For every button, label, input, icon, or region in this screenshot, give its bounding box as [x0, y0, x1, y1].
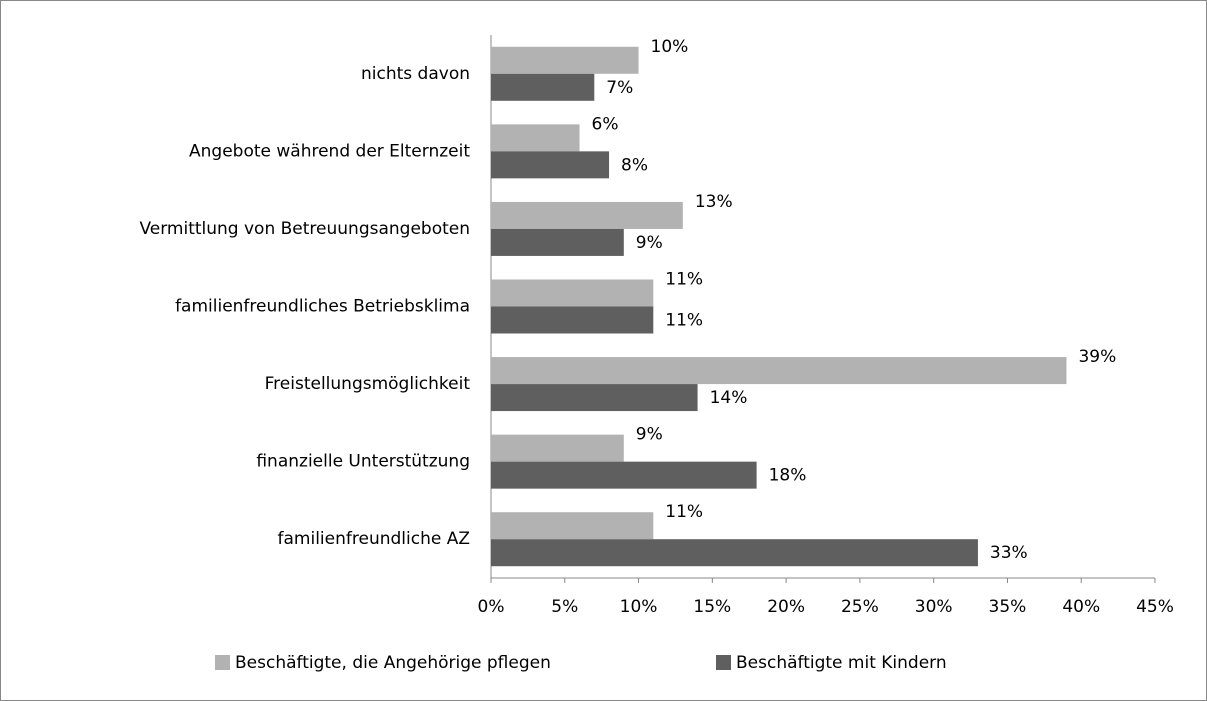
- x-tick-label: 20%: [767, 597, 805, 617]
- bar: [491, 512, 654, 540]
- legend-label: Beschäftigte, die Angehörige pflegen: [235, 653, 551, 673]
- bar: [491, 46, 639, 74]
- value-label: 33%: [990, 543, 1028, 563]
- bar: [491, 151, 610, 179]
- x-tick-label: 5%: [551, 597, 578, 617]
- value-label: 11%: [665, 311, 703, 331]
- value-label: 39%: [1078, 347, 1116, 367]
- bar: [491, 306, 654, 334]
- y-tick-label: Vermittlung von Betreuungsangeboten: [139, 219, 470, 239]
- bar: [491, 228, 624, 256]
- bar: [491, 73, 595, 101]
- y-tick-label: familienfreundliche AZ: [278, 529, 470, 549]
- y-tick-label: Freistellungsmöglichkeit: [265, 374, 471, 394]
- value-label: 9%: [636, 425, 663, 445]
- value-label: 8%: [621, 155, 648, 175]
- bar: [491, 539, 978, 567]
- value-label: 11%: [665, 270, 703, 290]
- y-tick-label: finanzielle Unterstützung: [256, 452, 470, 472]
- bar: [491, 357, 1067, 385]
- x-tick-label: 15%: [693, 597, 731, 617]
- legend-swatch: [716, 655, 731, 670]
- value-label: 6%: [592, 114, 619, 134]
- x-tick-label: 40%: [1062, 597, 1100, 617]
- bar: [491, 461, 757, 489]
- bar: [491, 124, 580, 152]
- x-tick-label: 25%: [841, 597, 879, 617]
- x-tick-label: 10%: [620, 597, 658, 617]
- bar: [491, 384, 698, 412]
- value-label: 10%: [651, 37, 689, 57]
- value-label: 18%: [769, 466, 807, 486]
- x-tick-label: 45%: [1136, 597, 1174, 617]
- value-label: 7%: [606, 78, 633, 98]
- y-tick-label: Angebote während der Elternzeit: [189, 141, 470, 161]
- bar: [491, 201, 683, 229]
- value-label: 13%: [695, 192, 733, 212]
- legend-label: Beschäftigte mit Kindern: [736, 653, 947, 673]
- value-label: 9%: [636, 233, 663, 253]
- x-tick-label: 0%: [478, 597, 505, 617]
- y-tick-label: familienfreundliches Betriebsklima: [175, 297, 470, 317]
- x-tick-label: 30%: [915, 597, 953, 617]
- bar: [491, 434, 624, 462]
- value-label: 14%: [710, 388, 748, 408]
- y-tick-label: nichts davon: [361, 64, 470, 84]
- bar: [491, 279, 654, 307]
- legend-swatch: [215, 655, 230, 670]
- value-label: 11%: [665, 502, 703, 522]
- x-tick-label: 35%: [989, 597, 1027, 617]
